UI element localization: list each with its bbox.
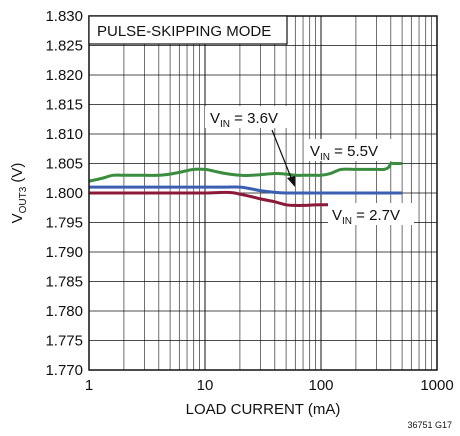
y-tick-label: 1.775	[45, 333, 83, 350]
y-tick-label: 1.795	[45, 215, 83, 232]
annotation-3v6-main: V	[210, 110, 220, 127]
x-tick-label: 1	[85, 377, 93, 394]
y-tick-label: 1.820	[45, 67, 83, 84]
y-tick-label: 1.790	[45, 244, 83, 261]
y-axis-label-sub: OUT3	[18, 186, 29, 213]
tick-labels: 1.830 1.825 1.820 1.815 1.810 1.805 1.800 1.795…	[45, 8, 453, 394]
annotation-5v5: VIN = 5.5V	[310, 143, 378, 163]
annotation-3v6: VIN = 3.6V	[210, 110, 278, 130]
y-tick-label: 1.770	[45, 362, 83, 379]
annotation-3v6-rest: = 3.6V	[230, 110, 278, 127]
x-tick-label: 1000	[420, 377, 453, 394]
y-tick-label: 1.780	[45, 303, 83, 320]
annotation-2v7-sub: IN	[342, 216, 352, 227]
mode-label-box	[88, 15, 288, 45]
series-line-0	[88, 161, 403, 183]
annotation-3v6-sub: IN	[220, 119, 230, 130]
y-tick-label: 1.800	[45, 185, 83, 202]
x-tick-label: 100	[308, 377, 333, 394]
y-tick-label: 1.825	[45, 38, 83, 55]
mode-label: PULSE-SKIPPING MODE	[97, 23, 271, 40]
y-tick-label: 1.830	[45, 8, 83, 25]
y-tick-label: 1.785	[45, 274, 83, 291]
annotation-2v7-rest: = 2.7V	[352, 207, 400, 224]
y-tick-label: 1.805	[45, 156, 83, 173]
y-axis-label-main: V	[9, 213, 26, 223]
y-tick-label: 1.810	[45, 126, 83, 143]
annotation-bg-2v7	[328, 203, 414, 225]
figure-id: 36751 G17	[407, 420, 452, 430]
annotation-bg-5v5	[306, 139, 392, 161]
y-axis-label: VOUT3 (V)	[9, 163, 29, 224]
x-tick-label: 10	[197, 377, 214, 394]
y-tick-label: 1.815	[45, 97, 83, 114]
series-line-1	[89, 185, 403, 195]
annotation-bg-3v6	[205, 106, 289, 128]
annotation-2v7: VIN = 2.7V	[332, 207, 400, 227]
annotation-arrow-head	[287, 176, 295, 187]
annotation-5v5-rest: = 5.5V	[330, 143, 378, 160]
annotation-2v7-main: V	[332, 207, 342, 224]
annotation-5v5-sub: IN	[320, 152, 330, 163]
x-axis-label: LOAD CURRENT (mA)	[186, 401, 341, 418]
annotation-5v5-main: V	[310, 143, 320, 160]
series-group	[88, 161, 403, 207]
y-axis-label-rest: (V)	[9, 163, 26, 187]
annotation-arrow-shaft	[271, 129, 293, 181]
